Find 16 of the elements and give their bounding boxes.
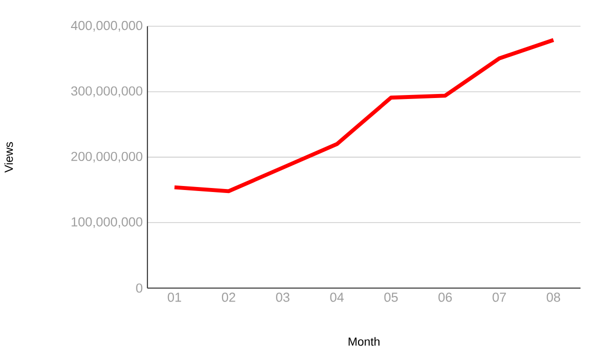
x-tick-label: 02 <box>222 292 236 302</box>
x-tick-label: 03 <box>276 292 290 302</box>
line-series <box>172 38 556 194</box>
y-tick-label: 300,000,000 <box>71 86 142 98</box>
x-tick-label: 06 <box>438 292 452 302</box>
x-axis-title: Month <box>348 337 380 346</box>
x-tick-label: 04 <box>330 292 344 302</box>
x-tick-label: 05 <box>384 292 398 302</box>
y-tick-label: 400,000,000 <box>70 20 142 32</box>
x-tick-label: 07 <box>492 292 506 302</box>
x-tick-label: 08 <box>546 292 560 302</box>
y-tick-label: 200,000,000 <box>71 152 142 163</box>
y-axis-title: Views <box>4 142 13 173</box>
x-tick-label: 01 <box>168 292 182 302</box>
y-tick-label: 100,000,000 <box>72 217 142 228</box>
y-tick-label: 0 <box>136 283 142 293</box>
